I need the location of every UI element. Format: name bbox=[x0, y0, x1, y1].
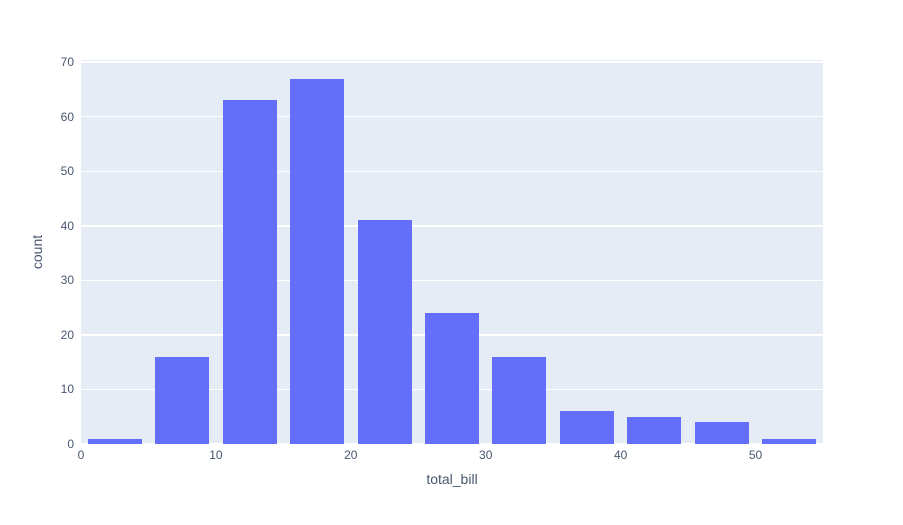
histogram-bar-40-45 bbox=[627, 416, 682, 444]
histogram-bar-10-15 bbox=[222, 100, 277, 444]
y-tick-label: 10 bbox=[60, 382, 74, 397]
y-tick-label: 40 bbox=[60, 218, 74, 233]
histogram-bar-15-20 bbox=[290, 78, 345, 444]
histogram-bar-45-50 bbox=[694, 422, 749, 444]
y-gridline bbox=[81, 61, 823, 63]
histogram-bar-5-10 bbox=[155, 356, 210, 444]
x-tick-label: 0 bbox=[77, 448, 85, 462]
x-tick-label: 50 bbox=[748, 448, 763, 462]
histogram-bar-25-30 bbox=[425, 313, 479, 444]
x-axis-title: total_bill bbox=[426, 471, 478, 487]
y-gridline bbox=[81, 443, 823, 445]
histogram-bar-0-5 bbox=[87, 438, 142, 444]
x-tick-label: 30 bbox=[479, 448, 493, 462]
y-tick-label: 20 bbox=[60, 327, 74, 342]
y-tick-label: 30 bbox=[60, 273, 74, 288]
y-gridline bbox=[81, 225, 823, 227]
y-axis-title: count bbox=[29, 234, 45, 270]
y-gridline bbox=[81, 115, 823, 118]
histogram-bar-35-40 bbox=[559, 411, 614, 444]
histogram-bar-50-55 bbox=[762, 438, 817, 444]
histogram-bar-20-25 bbox=[357, 220, 412, 444]
y-tick-label: 60 bbox=[60, 109, 74, 124]
y-gridline bbox=[81, 279, 823, 282]
y-tick-label: 50 bbox=[60, 164, 74, 179]
y-gridline bbox=[81, 170, 823, 173]
x-tick-label: 10 bbox=[209, 448, 223, 462]
histogram-bar-30-35 bbox=[492, 356, 547, 444]
plot-area bbox=[81, 60, 823, 445]
y-tick-label: 70 bbox=[60, 55, 74, 70]
y-tick-label: 0 bbox=[67, 437, 74, 451]
x-tick-label: 20 bbox=[344, 448, 358, 462]
x-tick-label: 40 bbox=[613, 448, 628, 462]
